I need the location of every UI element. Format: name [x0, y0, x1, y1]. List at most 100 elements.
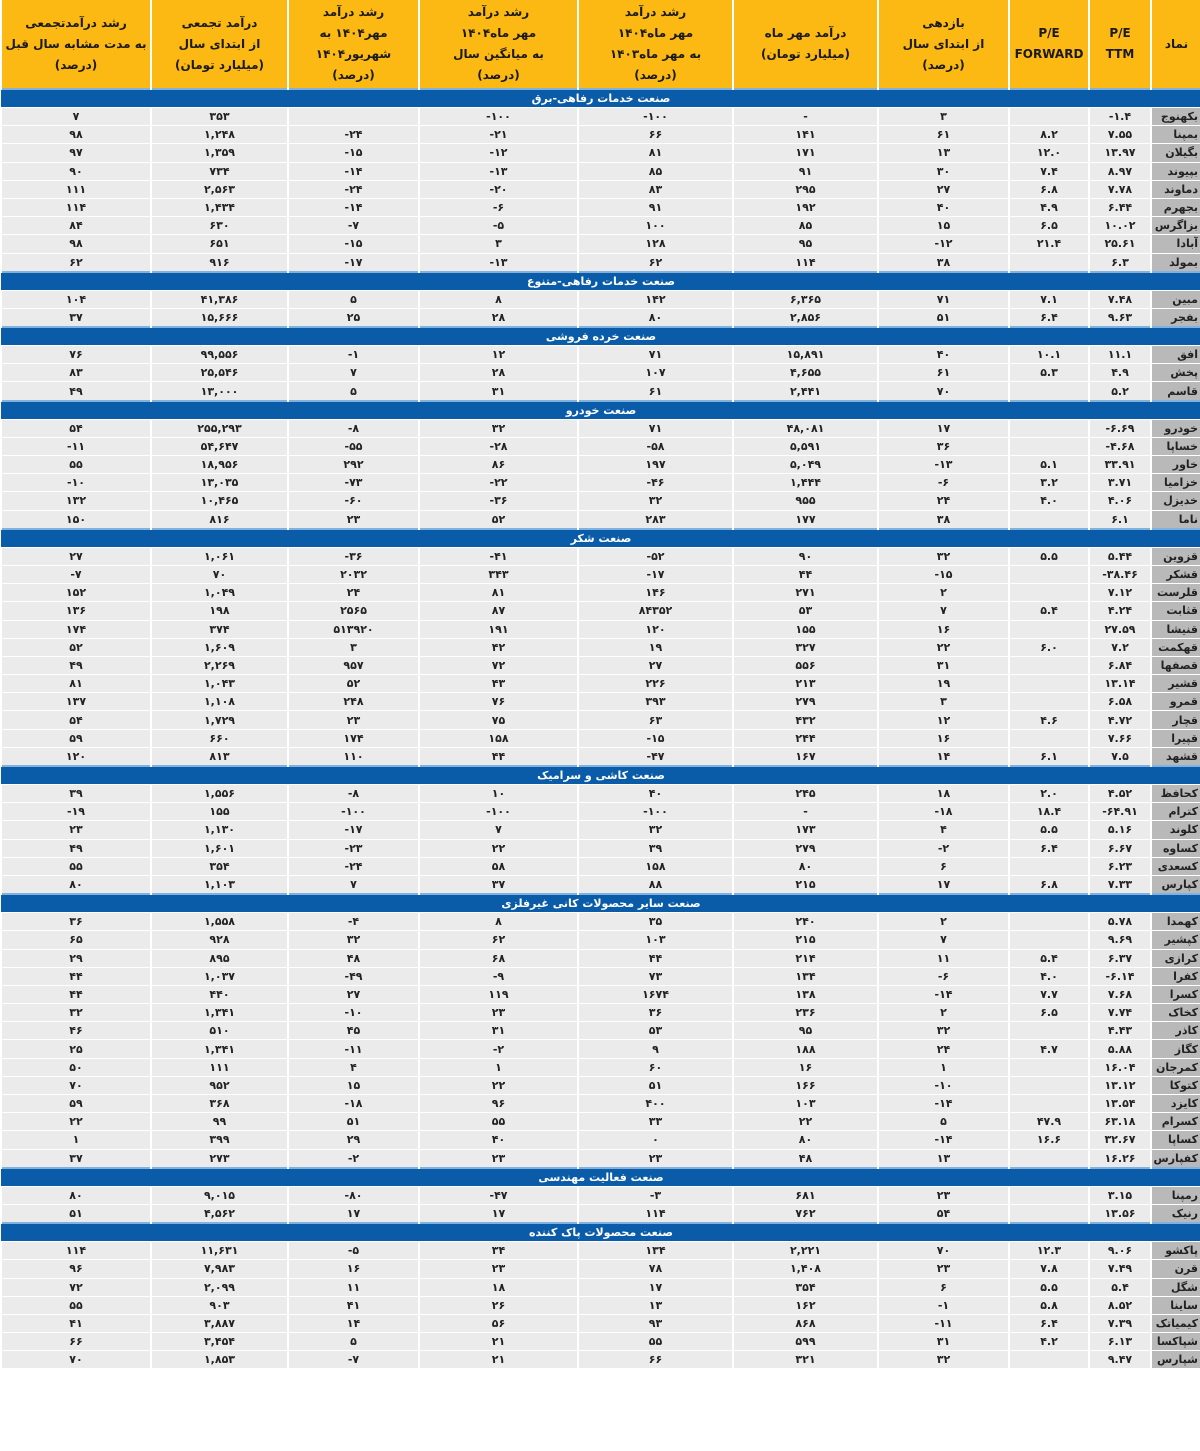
cell-growth-mom: ۲۵: [287, 307, 419, 328]
cell-pe-ttm: ۳۲.۶۷: [1088, 1130, 1151, 1150]
industry-group-title: صنعت فعالیت مهندسی: [1, 1166, 1200, 1187]
cell-ytd-return: ۳۲: [877, 546, 1009, 566]
cell-symbol: قرن: [1150, 1259, 1200, 1279]
cell-cumulative-growth: ۷: [0, 106, 151, 127]
cell-pe-ttm: ۷.۲: [1088, 637, 1151, 657]
cell-cumulative-revenue: ۳,۴۵۴: [150, 1332, 288, 1352]
table-row: آبادا ۲۵.۶۱ ۲۱.۴ -۱۲ ۹۵ ۱۲۸ ۳ -۱۵ ۶۵۱ ۹۸: [0, 234, 1200, 254]
cell-growth-vs-avg: ۸: [418, 912, 578, 932]
cell-growth-vs-avg: -۲: [418, 1039, 578, 1059]
cell-cumulative-growth: ۸۱: [0, 674, 151, 694]
cell-cumulative-growth: ۱۳۲: [0, 491, 151, 511]
cell-growth-mom: ۲۴: [287, 583, 419, 603]
cell-ytd-return: ۷: [877, 601, 1009, 621]
cell-ytd-return: ۳۰: [877, 161, 1009, 181]
cell-growth-yoy: ۷۸: [577, 1259, 733, 1279]
cell-month-revenue: ۲۷۹: [732, 838, 878, 858]
cell-pe-ttm: -۴.۶۸: [1088, 436, 1151, 457]
cell-month-revenue: ۲,۸۵۶: [732, 307, 878, 328]
cell-month-revenue: ۲۱۳: [732, 674, 878, 694]
cell-growth-yoy: ۱۷: [577, 1277, 733, 1297]
table-row: ساینا ۸.۵۲ ۵.۸ -۱ ۱۶۲ ۱۳ ۲۶ ۴۱ ۹۰۳ ۵۵: [0, 1295, 1200, 1315]
cell-pe-forward: [1008, 564, 1089, 585]
cell-growth-vs-avg: ۹۶: [418, 1093, 578, 1114]
cell-symbol: کساوه: [1150, 838, 1200, 858]
cell-symbol: قشکر: [1150, 564, 1200, 585]
cell-growth-mom: -۷: [287, 1350, 419, 1370]
industry-group-title: صنعت شکر: [1, 527, 1200, 548]
cell-cumulative-growth: ۳۲: [0, 1003, 151, 1023]
table-row: ناما ۶.۱ ۳۸ ۱۷۷ ۲۸۳ ۵۲ ۲۳ ۸۱۶ ۱۵۰: [0, 509, 1200, 530]
cell-cumulative-revenue: ۶۵۱: [150, 234, 288, 254]
cell-month-revenue: ۲۴۰: [732, 912, 878, 932]
cell-cumulative-growth: ۷۲: [0, 1277, 151, 1297]
cell-growth-yoy: -۱۰۰: [577, 802, 733, 822]
cell-cumulative-growth: ۱۲۰: [0, 746, 151, 767]
cell-growth-vs-avg: -۲۲: [418, 473, 578, 493]
cell-ytd-return: ۲۴: [877, 491, 1009, 511]
cell-growth-yoy: ۱۱۴: [577, 1203, 733, 1224]
cell-cumulative-revenue: ۷۳۴: [150, 161, 288, 181]
cell-growth-yoy: ۳۳: [577, 1112, 733, 1132]
cell-symbol: کرازی: [1150, 948, 1200, 968]
cell-cumulative-revenue: ۱۵۵: [150, 802, 288, 822]
cell-pe-ttm: ۲۵.۶۱: [1088, 234, 1151, 254]
cell-ytd-return: ۳: [877, 106, 1009, 127]
cell-growth-vs-avg: ۱۹۱: [418, 619, 578, 639]
cell-cumulative-growth: ۳۶: [0, 912, 151, 932]
cell-growth-yoy: ۶۲: [577, 252, 733, 273]
table-row: کگاز ۵.۸۸ ۴.۷ ۲۴ ۱۸۸ ۹ -۲ -۱۱ ۱,۳۴۱ ۲۵: [0, 1039, 1200, 1059]
cell-cumulative-revenue: ۲,۲۶۹: [150, 655, 288, 676]
cell-symbol: قثابت: [1150, 601, 1200, 621]
industry-group-title: صنعت سایر محصولات کانی غیرفلزی: [1, 893, 1200, 913]
cell-ytd-return: ۱۳: [877, 1148, 1009, 1169]
table-row: بکهنوج -۱.۴ ۳- -۱۰۰ -۱۰۰ ۳۵۳ ۷: [0, 106, 1200, 127]
cell-growth-vs-avg: ۳۱: [418, 381, 578, 402]
cell-ytd-return: -۱۸: [877, 802, 1009, 822]
cell-ytd-return: -۱۴: [877, 1130, 1009, 1150]
cell-cumulative-revenue: ۱۳,۰۰۰: [150, 381, 288, 402]
cell-pe-forward: ۷.۴: [1008, 161, 1089, 181]
table-row: بجهرم ۶.۴۴ ۴.۹ ۴۰ ۱۹۲ ۹۱ -۶ -۱۴ ۱,۴۳۴ ۱۱۴: [0, 197, 1200, 218]
cell-pe-forward: [1008, 1021, 1089, 1041]
cell-growth-vs-avg: -۴۷: [418, 1185, 578, 1205]
table-row: رنیک ۱۳.۵۶ ۵۴ ۷۶۲ ۱۱۴ ۱۷ ۱۷ ۴,۵۶۲ ۵۱: [0, 1203, 1200, 1224]
industry-group-title: صنعت خودرو: [1, 399, 1200, 420]
cell-cumulative-growth: ۲۹: [0, 948, 151, 968]
cell-month-revenue: ۱۷۳: [732, 820, 878, 840]
table-row: بمپنا ۷.۵۵ ۸.۲ ۶۱ ۱۴۱ ۶۶ -۲۱ -۲۴ ۱,۲۴۸ ۹۸: [0, 125, 1200, 145]
cell-growth-mom: -۱۴: [287, 161, 419, 181]
cell-pe-forward: ۵.۵: [1008, 1277, 1089, 1297]
cell-growth-mom: -۱۵: [287, 143, 419, 163]
cell-symbol: افق: [1150, 345, 1200, 365]
table-row: پاکشو ۹.۰۶ ۱۲.۳ ۷۰ ۲,۲۲۱ ۱۳۴ ۳۴ -۵ ۱۱,۶۳۱ ۱۱۴: [0, 1241, 1200, 1261]
cell-ytd-return: ۳۶: [877, 436, 1009, 457]
cell-pe-forward: [1008, 252, 1089, 273]
cell-pe-ttm: ۹.۴۷: [1088, 1350, 1151, 1370]
cell-month-revenue: ۸۶۸: [732, 1313, 878, 1334]
cell-month-revenue: ۱۶۲: [732, 1295, 878, 1315]
cell-cumulative-growth: ۱۱۱: [0, 179, 151, 199]
cell-pe-ttm: ۶.۱۳: [1088, 1332, 1151, 1352]
cell-cumulative-revenue: ۱,۰۳۷: [150, 966, 288, 986]
cell-pe-ttm: ۹.۶۹: [1088, 930, 1151, 950]
cell-cumulative-growth: ۱۷۴: [0, 619, 151, 639]
cell-growth-yoy: ۷۳: [577, 966, 733, 986]
cell-month-revenue: ۱۴۱: [732, 125, 878, 145]
header-row: نماد P/E TTM P/E FORWARD بازدهی از ابتدا…: [0, 0, 1200, 89]
cell-pe-ttm: ۶.۴۴: [1088, 197, 1151, 218]
cell-pe-ttm: ۸.۵۲: [1088, 1295, 1151, 1315]
cell-month-revenue: ۶,۳۶۵: [732, 289, 878, 309]
cell-symbol: خودرو: [1150, 418, 1200, 438]
cell-symbol: بجهرم: [1150, 197, 1200, 218]
cell-growth-mom: -۸۰: [287, 1185, 419, 1205]
cell-pe-forward: ۲۱.۴: [1008, 234, 1089, 254]
cell-growth-vs-avg: ۲۳: [418, 1003, 578, 1023]
cell-growth-mom: [287, 106, 419, 127]
cell-cumulative-growth: ۸۳: [0, 363, 151, 383]
cell-growth-yoy: ۱۹: [577, 637, 733, 657]
cell-cumulative-revenue: ۴۱,۳۸۶: [150, 289, 288, 309]
cell-month-revenue: ۴۳۲: [732, 710, 878, 730]
cell-growth-vs-avg: ۱: [418, 1057, 578, 1077]
cell-growth-vs-avg: ۱۰: [418, 783, 578, 804]
